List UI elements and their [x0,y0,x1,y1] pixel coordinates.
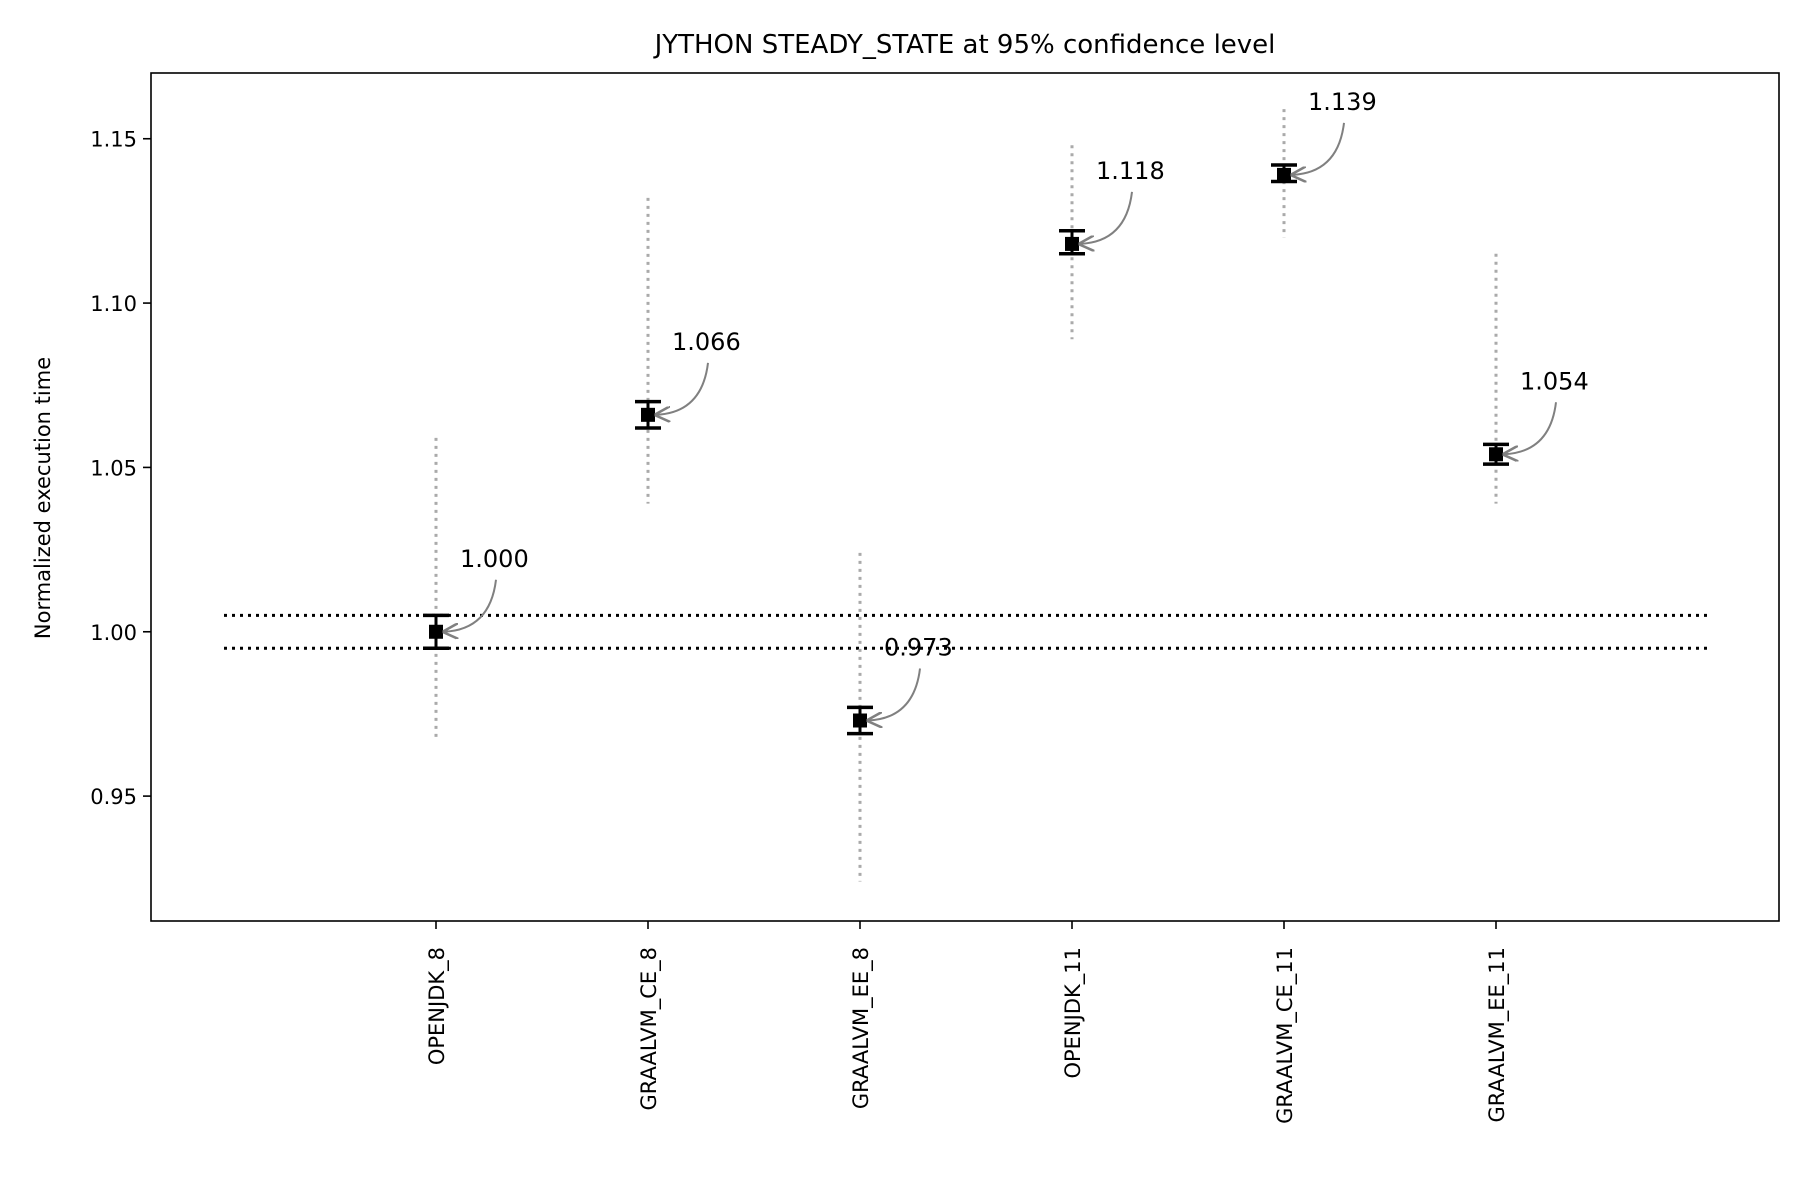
data-marker [1277,167,1291,182]
y-tick-label: 0.95 [90,785,137,809]
data-marker [853,713,867,728]
x-tick-label: GRAALVM_CE_11 [1273,947,1298,1124]
annotation-arrow [1080,191,1133,244]
annotation-arrow [868,668,921,721]
x-tick-label: GRAALVM_EE_11 [1485,947,1510,1122]
data-point-group: 1.000 [423,437,529,741]
axes-frame [150,72,1780,922]
data-marker [1489,447,1503,462]
data-marker [429,624,443,639]
data-point-group: 0.973 [847,552,953,882]
annotation-arrow [1504,402,1557,454]
data-marker [1065,236,1079,251]
data-label: 1.118 [1096,157,1165,185]
plot-area: 0.95 1.00 1.05 1.10 1.15 OPENJDK_8 GRAALVM_CE_… [90,88,1708,1124]
data-label: 0.973 [884,634,953,662]
data-label: 1.000 [460,545,529,573]
y-tick-label: 1.15 [90,128,137,152]
data-label: 1.066 [672,328,741,356]
x-tick-label: GRAALVM_EE_8 [849,947,874,1109]
annotation-arrow [1292,122,1345,175]
data-label: 1.139 [1308,88,1377,116]
y-tick-label: 1.10 [90,292,137,316]
data-marker [641,407,655,422]
data-point-group: 1.066 [635,197,741,504]
data-point-group: 1.054 [1483,253,1589,504]
annotation-arrow [444,579,497,632]
annotation-arrow [656,362,709,415]
data-label: 1.054 [1520,367,1589,395]
y-axis-label: Normalized execution time [31,357,55,639]
x-tick-label: OPENJDK_11 [1061,947,1086,1079]
y-tick-label: 1.00 [90,621,137,645]
x-tick-label: GRAALVM_CE_8 [637,947,662,1111]
data-point-group: 1.118 [1059,145,1165,340]
chart-title: JYTHON STEADY_STATE at 95% confidence le… [653,30,1276,60]
y-tick-label: 1.05 [90,456,137,480]
x-tick-label: OPENJDK_8 [425,947,450,1065]
data-point-group: 1.139 [1271,88,1377,238]
